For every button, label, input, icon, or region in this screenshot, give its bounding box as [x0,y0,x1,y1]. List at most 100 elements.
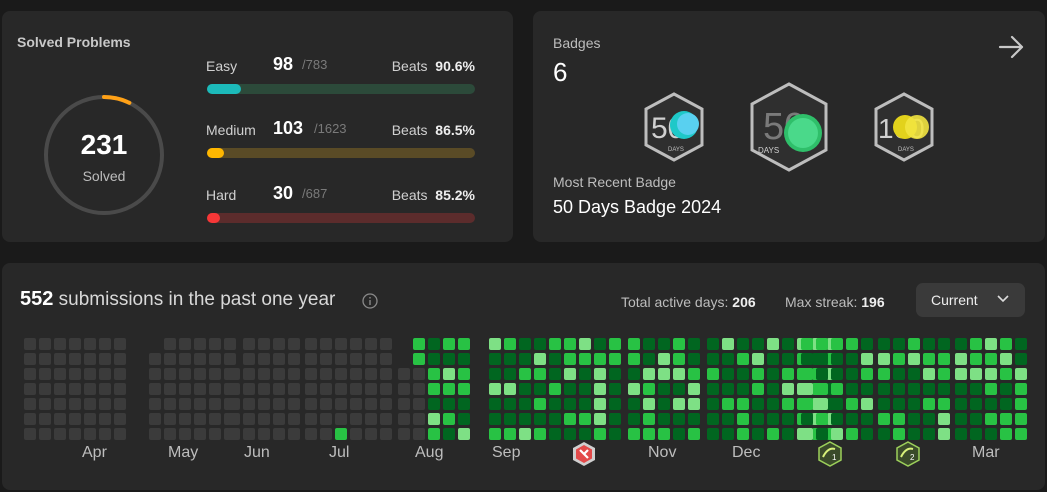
heatmap-day-cell[interactable] [752,368,764,380]
heatmap-day-cell[interactable] [335,338,347,350]
heatmap-day-cell[interactable] [365,413,377,425]
heatmap-day-cell[interactable] [413,413,425,425]
heatmap-day-cell[interactable] [305,428,317,440]
heatmap-day-cell[interactable] [658,398,670,410]
heatmap-day-cell[interactable] [519,338,531,350]
heatmap-day-cell[interactable] [443,413,455,425]
heatmap-day-cell[interactable] [737,398,749,410]
heatmap-day-cell[interactable] [228,398,240,410]
heatmap-day-cell[interactable] [846,383,858,395]
heatmap-day-cell[interactable] [955,353,967,365]
heatmap-day-cell[interactable] [707,383,719,395]
heatmap-day-cell[interactable] [179,353,191,365]
heatmap-day-cell[interactable] [564,383,576,395]
heatmap-day-cell[interactable] [519,383,531,395]
heatmap-day-cell[interactable] [258,398,270,410]
heatmap-day-cell[interactable] [782,428,794,440]
heatmap-day-cell[interactable] [846,428,858,440]
heatmap-day-cell[interactable] [737,428,749,440]
heatmap-day-cell[interactable] [767,428,779,440]
heatmap-day-cell[interactable] [84,338,96,350]
heatmap-day-cell[interactable] [985,428,997,440]
heatmap-day-cell[interactable] [39,368,51,380]
heatmap-day-cell[interactable] [893,338,905,350]
heatmap-day-cell[interactable] [955,413,967,425]
heatmap-day-cell[interactable] [985,353,997,365]
heatmap-day-cell[interactable] [209,383,221,395]
heatmap-day-cell[interactable] [893,398,905,410]
heatmap-day-cell[interactable] [305,338,317,350]
heatmap-day-cell[interactable] [673,338,685,350]
heatmap-day-cell[interactable] [1000,398,1012,410]
heatmap-day-cell[interactable] [224,338,236,350]
heatmap-day-cell[interactable] [335,398,347,410]
heatmap-day-cell[interactable] [594,428,606,440]
50-days-2024-badge-icon[interactable]: 50 DAYS [747,81,831,173]
heatmap-day-cell[interactable] [1000,383,1012,395]
heatmap-day-cell[interactable] [273,413,285,425]
heatmap-day-cell[interactable] [288,413,300,425]
heatmap-day-cell[interactable] [628,368,640,380]
heatmap-day-cell[interactable] [350,428,362,440]
heatmap-day-cell[interactable] [179,398,191,410]
heatmap-day-cell[interactable] [1015,353,1027,365]
heatmap-day-cell[interactable] [816,353,828,365]
heatmap-day-cell[interactable] [534,353,546,365]
heatmap-day-cell[interactable] [549,383,561,395]
heatmap-day-cell[interactable] [579,398,591,410]
heatmap-day-cell[interactable] [149,353,161,365]
heatmap-day-cell[interactable] [164,383,176,395]
heatmap-day-cell[interactable] [69,428,81,440]
heatmap-day-cell[interactable] [398,428,410,440]
heatmap-day-cell[interactable] [707,398,719,410]
heatmap-day-cell[interactable] [955,383,967,395]
heatmap-day-cell[interactable] [673,353,685,365]
heatmap-day-cell[interactable] [504,368,516,380]
heatmap-day-cell[interactable] [752,398,764,410]
heatmap-day-cell[interactable] [609,413,621,425]
heatmap-day-cell[interactable] [258,383,270,395]
heatmap-day-cell[interactable] [970,368,982,380]
heatmap-day-cell[interactable] [84,368,96,380]
heatmap-day-cell[interactable] [194,368,206,380]
heatmap-day-cell[interactable] [831,398,843,410]
heatmap-day-cell[interactable] [549,398,561,410]
heatmap-day-cell[interactable] [209,353,221,365]
heatmap-day-cell[interactable] [179,338,191,350]
heatmap-day-cell[interactable] [350,353,362,365]
heatmap-day-cell[interactable] [258,368,270,380]
heatmap-day-cell[interactable] [243,383,255,395]
heatmap-day-cell[interactable] [305,368,317,380]
oct-monthly-badge-icon[interactable] [571,441,597,467]
heatmap-day-cell[interactable] [861,428,873,440]
heatmap-day-cell[interactable] [458,383,470,395]
heatmap-day-cell[interactable] [752,338,764,350]
heatmap-day-cell[interactable] [579,383,591,395]
heatmap-day-cell[interactable] [955,338,967,350]
heatmap-day-cell[interactable] [228,368,240,380]
heatmap-day-cell[interactable] [365,428,377,440]
heatmap-day-cell[interactable] [673,428,685,440]
heatmap-day-cell[interactable] [443,383,455,395]
heatmap-day-cell[interactable] [955,368,967,380]
heatmap-day-cell[interactable] [335,383,347,395]
100-days-badge-icon[interactable]: 100 DAYS [871,91,937,163]
heatmap-day-cell[interactable] [908,338,920,350]
heatmap-day-cell[interactable] [398,398,410,410]
heatmap-day-cell[interactable] [320,383,332,395]
heatmap-day-cell[interactable] [24,428,36,440]
heatmap-day-cell[interactable] [443,428,455,440]
heatmap-day-cell[interactable] [149,413,161,425]
heatmap-day-cell[interactable] [970,398,982,410]
heatmap-day-cell[interactable] [149,383,161,395]
heatmap-day-cell[interactable] [164,428,176,440]
heatmap-day-cell[interactable] [458,353,470,365]
heatmap-day-cell[interactable] [164,398,176,410]
heatmap-day-cell[interactable] [831,353,843,365]
heatmap-day-cell[interactable] [609,428,621,440]
heatmap-day-cell[interactable] [320,398,332,410]
heatmap-day-cell[interactable] [114,428,126,440]
heatmap-day-cell[interactable] [114,353,126,365]
heatmap-day-cell[interactable] [350,383,362,395]
heatmap-day-cell[interactable] [801,368,813,380]
